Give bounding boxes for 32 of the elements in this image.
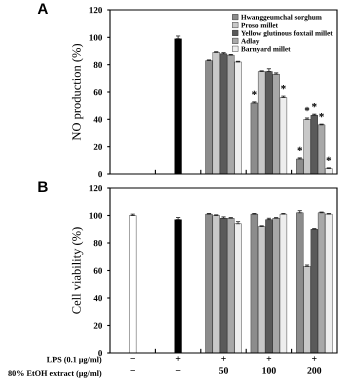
annotation: *	[304, 106, 310, 112]
text: LPS (0.1 μg/ml)	[46, 356, 102, 364]
y-tick-label: 120	[90, 185, 102, 192]
y-tick-label: 40	[93, 116, 102, 123]
y-tick-label: 120	[90, 7, 102, 14]
y-tick-label: 100	[90, 212, 102, 219]
y-axis-title: Cell viability (%)	[72, 227, 84, 314]
y-tick-label: 100	[90, 34, 102, 41]
annotation: *	[326, 156, 332, 161]
chart-title: B	[38, 181, 48, 192]
y-tick-label: 20	[94, 322, 102, 329]
y-tick-label: 0	[98, 350, 102, 356]
x-tick-label: + 200	[307, 356, 322, 374]
y-tick-label: 60	[94, 89, 102, 96]
y-tick-label: 20	[94, 144, 102, 150]
x-tick-label: + 50	[219, 356, 228, 374]
annotation: *	[281, 85, 286, 90]
chart-title: A	[38, 3, 48, 14]
text: 80% EtOH extract (μg/ml)	[8, 370, 102, 378]
y-axis-title: NO production (%)	[72, 44, 84, 140]
annotation: *	[252, 90, 257, 95]
y-tick-label: 80	[94, 62, 102, 68]
y-tick-label: 60	[94, 268, 102, 274]
annotation: *	[319, 113, 324, 118]
annotation: *	[312, 103, 317, 108]
y-tick-label: 0	[98, 171, 102, 178]
y-tick-label: 80	[94, 240, 102, 246]
y-tick-label: 40	[93, 295, 102, 302]
x-tick-label: − −	[130, 358, 135, 371]
x-tick-label: + −	[176, 356, 180, 371]
x-tick-label: + 100	[262, 356, 276, 374]
annotation: *	[297, 146, 302, 151]
